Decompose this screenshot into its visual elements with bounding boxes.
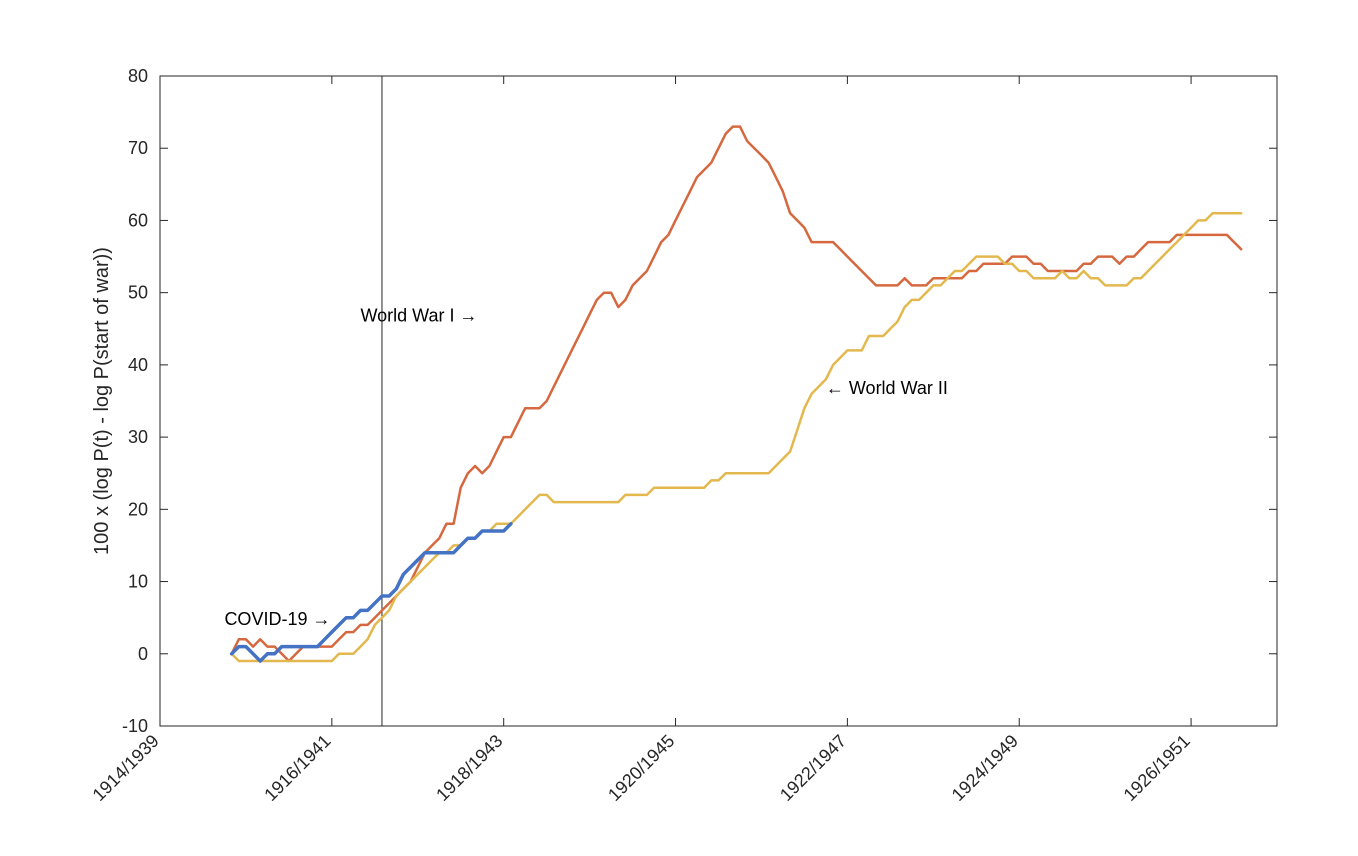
series-line-world-war-ii [230,211,1243,663]
series-layer [229,125,1243,663]
series-line-world-war-i [230,125,1243,663]
y-tick-label: 40 [128,355,148,375]
x-axis-ticks: 1914/1939 1916/1941 1918/1943 1920/1945 1922… [89,76,1194,805]
x-tick-label: 1922/1947 [776,731,850,805]
annotation-label: ← World War II [826,378,948,398]
x-tick-label: 1920/1945 [604,731,678,805]
x-tick-label: 1916/1941 [260,731,334,805]
y-tick-label: 80 [128,66,148,86]
plot-frame [159,75,1278,727]
y-tick-label: 10 [128,572,148,592]
annotation-layer: World War I → ← World War II COVID-19 → [224,306,947,629]
y-tick-label: 50 [128,283,148,303]
y-tick-label: -10 [122,716,148,736]
y-tick-label: 30 [128,427,148,447]
annotation-label: World War I → [360,306,477,326]
annotation-label: COVID-19 → [224,609,330,629]
y-axis-ticks: -10 0 10 20 30 40 50 60 70 80 [122,66,1277,736]
x-tick-label: 1918/1943 [432,731,506,805]
y-tick-label: 60 [128,210,148,230]
y-axis-title: 100 x (log P(t) - log P(start of war)) [91,247,113,555]
plot-area-frame [159,75,1278,727]
x-tick-label: 1926/1951 [1120,731,1194,805]
y-tick-label: 70 [128,138,148,158]
y-tick-label: 20 [128,499,148,519]
x-tick-label: 1924/1949 [948,731,1022,805]
x-tick-label: 1914/1939 [89,731,163,805]
y-tick-label: 0 [138,644,148,664]
series-line-covid-19 [229,522,513,663]
